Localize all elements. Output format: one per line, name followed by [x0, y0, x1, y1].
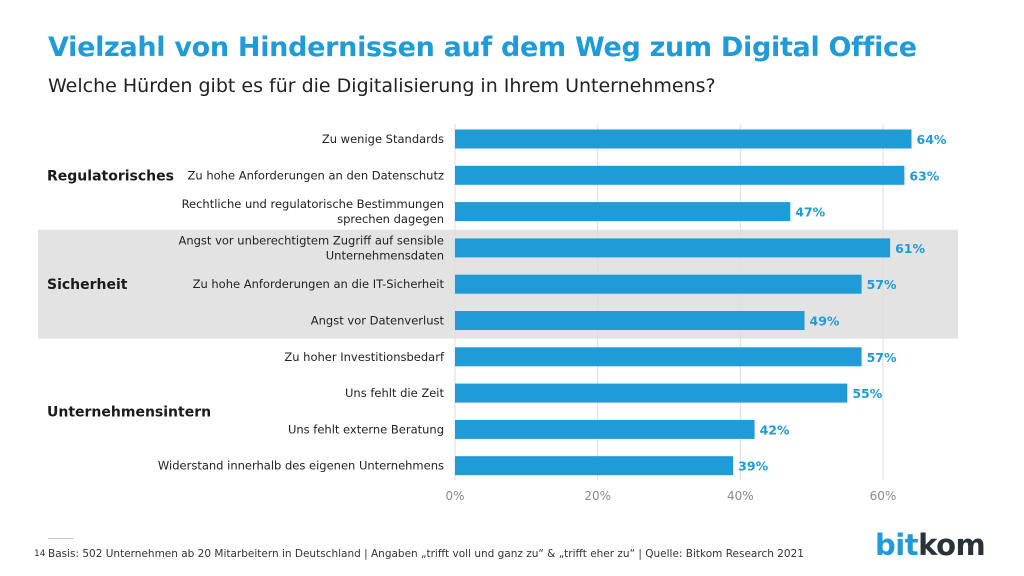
value-label: 57%	[867, 350, 897, 365]
value-label: 64%	[917, 132, 947, 147]
value-labels: 64% 63% 47% 61% 57% 49% 57% 55% 42% 39%	[738, 132, 947, 474]
bar	[455, 129, 912, 149]
bar	[455, 419, 755, 439]
group-label: Sicherheit	[47, 277, 128, 293]
x-tick-label: 20%	[584, 489, 611, 503]
value-label: 42%	[760, 422, 790, 437]
category-label: Zu hohe Anforderungen an den Datenschutz	[188, 168, 444, 182]
x-tick-labels: 0% 20% 40% 60%	[445, 489, 896, 503]
category-label: Uns fehlt externe Beratung	[288, 422, 444, 436]
category-label: Uns fehlt die Zeit	[345, 386, 444, 400]
category-label: Rechtliche und regulatorische Bestimmung…	[182, 197, 444, 226]
category-label: Angst vor Datenverlust	[311, 314, 445, 328]
bar	[455, 383, 848, 403]
page-subtitle: Welche Hürden gibt es für die Digitalisi…	[48, 75, 716, 97]
bar	[455, 165, 905, 185]
value-label: 49%	[810, 314, 840, 329]
category-label: Angst vor unberechtigtem Zugriff auf sen…	[178, 233, 444, 262]
footer-divider	[48, 538, 74, 539]
bar	[455, 274, 862, 294]
value-label: 63%	[909, 168, 939, 183]
group-label: Regulatorisches	[47, 168, 174, 184]
category-label: Zu hohe Anforderungen an die IT-Sicherhe…	[193, 277, 445, 291]
x-tick-label: 0%	[445, 489, 464, 503]
x-tick-label: 60%	[870, 489, 897, 503]
category-label: Widerstand innerhalb des eigenen Unterne…	[158, 459, 444, 473]
bar	[455, 238, 891, 258]
value-label: 57%	[867, 277, 897, 292]
bar	[455, 347, 862, 367]
bitkom-logo: bitkom	[875, 528, 986, 562]
page-title: Vielzahl von Hindernissen auf dem Weg zu…	[48, 32, 917, 63]
logo-text-kom: kom	[918, 528, 986, 562]
page-number: 14	[34, 549, 46, 559]
category-label: Zu wenige Standards	[322, 132, 444, 146]
value-label: 61%	[895, 241, 925, 256]
category-labels: Zu wenige Standards Zu hohe Anforderungen…	[158, 132, 445, 473]
value-label: 39%	[738, 459, 768, 474]
bar	[455, 202, 791, 222]
group-labels: Regulatorisches Sicherheit Unternehmensint…	[47, 168, 211, 420]
source-footnote: Basis: 502 Unternehmen ab 20 Mitarbeiter…	[48, 548, 804, 560]
group-label: Unternehmensintern	[47, 404, 211, 420]
category-label: Zu hoher Investitionsbedarf	[284, 350, 445, 364]
x-tick-label: 40%	[727, 489, 754, 503]
value-label: 47%	[795, 205, 825, 220]
value-label: 55%	[852, 386, 882, 401]
bar	[455, 311, 805, 330]
bars	[455, 129, 912, 476]
bar	[455, 456, 734, 476]
logo-text-bit: bit	[875, 528, 919, 562]
